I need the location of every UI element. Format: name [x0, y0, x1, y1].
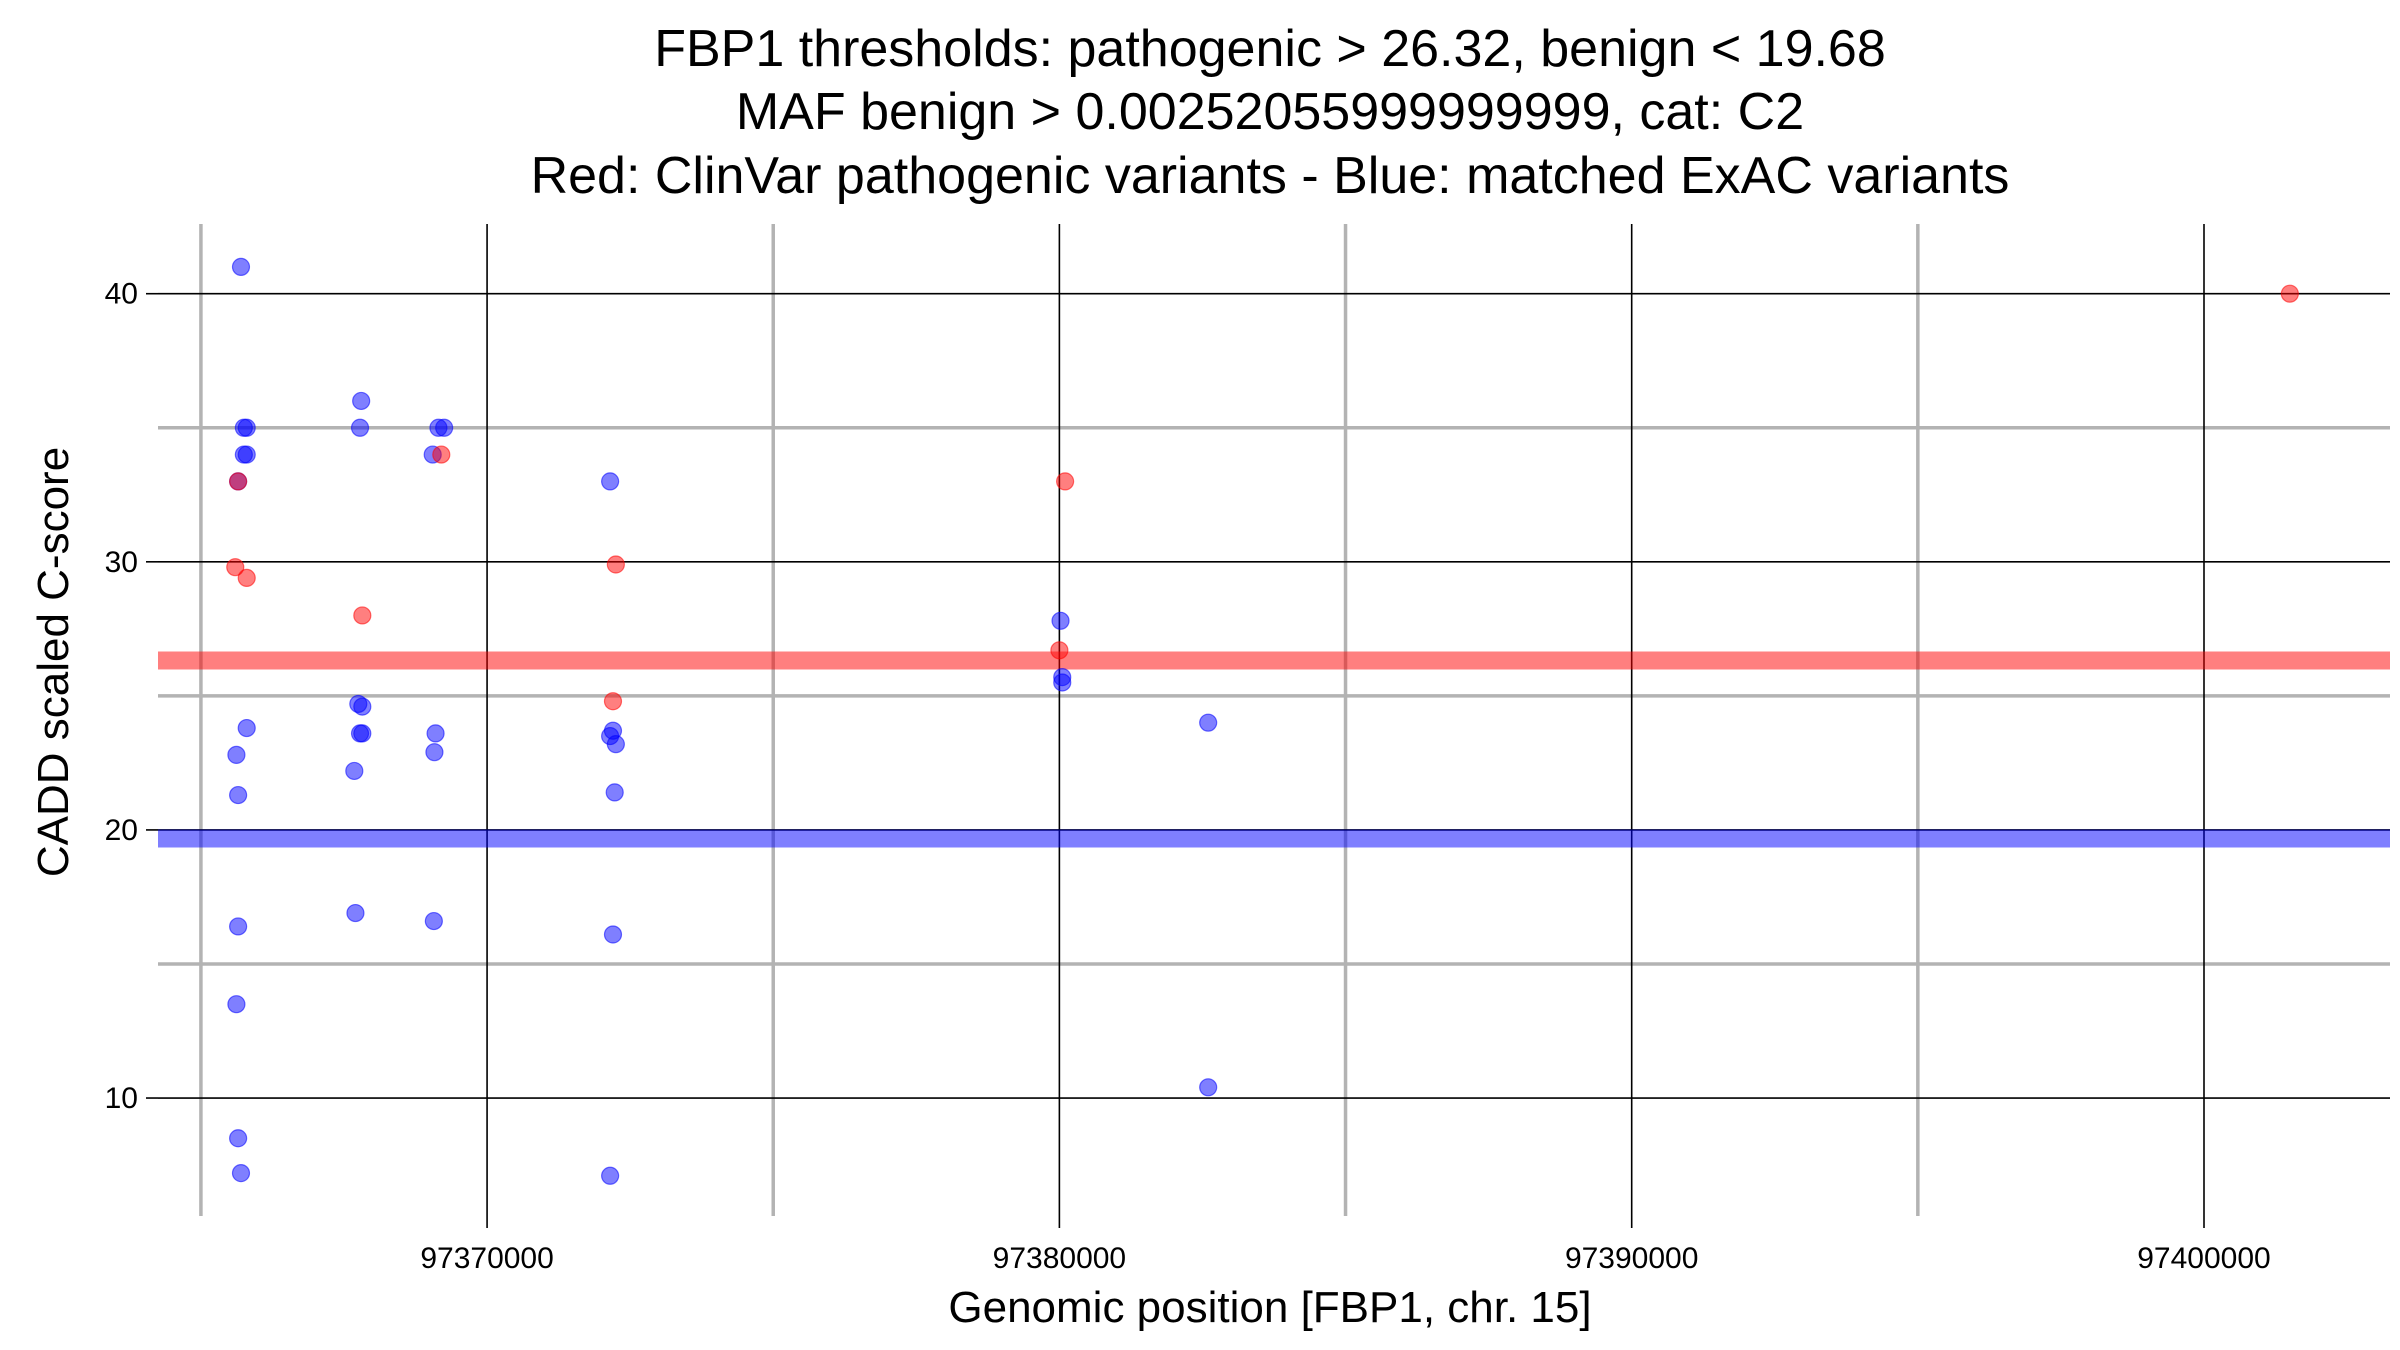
- pathogenic-variant-point: [1050, 641, 1069, 660]
- chart-title-line-2: MAF benign > 0.00252055999999999, cat: C…: [736, 83, 1804, 141]
- pathogenic-variant-point: [2280, 284, 2299, 303]
- benign-variant-point: [231, 1164, 251, 1183]
- x-axis-title: Genomic position [FBP1, chr. 15]: [948, 1283, 1591, 1332]
- chart-title: FBP1 thresholds: pathogenic > 26.32, ben…: [531, 20, 2010, 205]
- benign-variant-point: [1051, 611, 1070, 630]
- benign-variant-point: [353, 697, 372, 716]
- benign-variant-point: [231, 257, 251, 276]
- benign-variant-point: [1199, 713, 1218, 732]
- threshold-lines: [158, 651, 2390, 848]
- benign-variant-point: [1053, 673, 1072, 692]
- y-axis-ticks: 10 20 30 40: [105, 278, 158, 1115]
- data-points: [226, 257, 2299, 1185]
- pathogenic-variant-point: [1056, 472, 1075, 491]
- benign-variant-point: [345, 761, 364, 781]
- plot-grid: [158, 224, 2390, 1216]
- benign-variant-point: [234, 445, 253, 464]
- benign-variant-point: [426, 724, 445, 743]
- pathogenic-variant-point: [237, 568, 256, 588]
- benign-variant-point: [424, 911, 443, 931]
- y-tick-label: 20: [105, 814, 138, 847]
- benign-variant-point: [352, 391, 371, 411]
- pathogenic-variant-point: [432, 445, 451, 464]
- benign-variant-point: [350, 418, 370, 437]
- y-tick-label: 10: [105, 1082, 138, 1115]
- pathogenic-variant-point: [226, 558, 245, 577]
- benign-variant-point: [425, 743, 444, 762]
- x-tick-label: 97370000: [420, 1242, 553, 1275]
- benign-variant-point: [601, 472, 620, 491]
- benign-variant-point: [346, 903, 365, 923]
- benign-variant-point: [435, 418, 454, 437]
- x-axis-ticks: 97370000 97380000 97390000 97400000: [420, 1216, 2271, 1275]
- benign-variant-point: [603, 925, 623, 944]
- chart-title-line-1: FBP1 thresholds: pathogenic > 26.32, ben…: [654, 20, 1886, 78]
- y-axis-title: CADD scaled C-score: [29, 447, 78, 877]
- pathogenic-variant-point: [606, 555, 625, 574]
- chart-title-line-3: Red: ClinVar pathogenic variants - Blue:…: [531, 147, 2010, 205]
- benign-variant-point: [605, 783, 624, 802]
- benign-variant-point: [237, 718, 256, 738]
- benign-variant-point: [229, 785, 248, 805]
- benign-variant-point: [227, 745, 246, 764]
- x-tick-label: 97380000: [993, 1242, 1126, 1275]
- x-tick-label: 97400000: [2137, 1242, 2270, 1275]
- benign-variant-point: [227, 995, 246, 1014]
- x-tick-label: 97390000: [1565, 1242, 1698, 1275]
- benign-variant-point: [353, 724, 372, 743]
- benign-variant-point: [1199, 1078, 1218, 1097]
- y-tick-label: 30: [105, 546, 138, 579]
- pathogenic-variant-point: [353, 606, 372, 625]
- benign-variant-point: [229, 917, 248, 936]
- benign-variant-point: [606, 735, 625, 754]
- pathogenic-variant-point: [603, 692, 623, 711]
- benign-variant-point: [234, 418, 253, 437]
- y-tick-label: 40: [105, 278, 138, 311]
- pathogenic-variant-point: [229, 472, 248, 491]
- benign-variant-point: [601, 1166, 620, 1185]
- benign-variant-point: [229, 1129, 248, 1148]
